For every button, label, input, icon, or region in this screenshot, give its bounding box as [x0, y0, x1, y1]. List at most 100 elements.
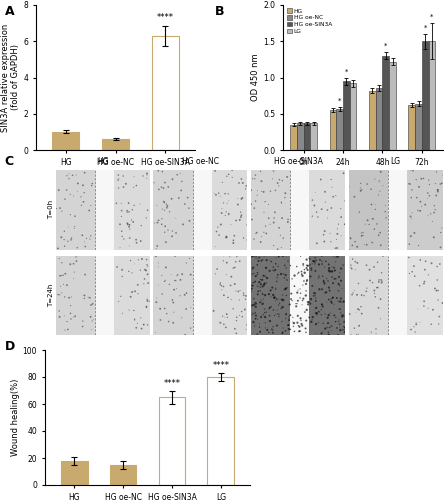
Point — [272, 266, 279, 274]
Point — [86, 235, 93, 243]
Point — [321, 238, 328, 246]
Text: T=0h: T=0h — [48, 200, 54, 220]
Point — [280, 324, 287, 332]
Point — [156, 304, 164, 312]
Point — [223, 234, 230, 241]
Point — [80, 181, 87, 189]
Point — [371, 290, 378, 298]
Point — [132, 236, 139, 244]
Point — [153, 294, 160, 302]
Bar — [337, 108, 343, 150]
Point — [327, 322, 334, 330]
Point — [252, 230, 259, 237]
Point — [417, 198, 424, 205]
Point — [378, 269, 385, 277]
Point — [168, 270, 175, 278]
Point — [412, 328, 419, 336]
Point — [253, 191, 261, 199]
Point — [123, 208, 131, 216]
Point — [323, 298, 330, 306]
Point — [144, 206, 151, 214]
Point — [271, 312, 278, 320]
Point — [329, 294, 336, 302]
Point — [299, 301, 306, 309]
Point — [61, 195, 68, 203]
Point — [118, 200, 125, 207]
Point — [172, 252, 179, 260]
Point — [318, 303, 325, 311]
Point — [318, 306, 325, 314]
Point — [332, 314, 339, 322]
Point — [371, 286, 378, 294]
Point — [332, 192, 339, 200]
Point — [241, 306, 249, 314]
Point — [144, 270, 151, 278]
Point — [254, 187, 261, 195]
Point — [435, 320, 443, 328]
Point — [252, 308, 259, 316]
Point — [278, 214, 286, 222]
Point — [296, 285, 304, 293]
Point — [166, 208, 173, 216]
Point — [117, 244, 124, 252]
Point — [318, 330, 325, 338]
Point — [294, 296, 301, 304]
Bar — [153, 256, 193, 335]
Point — [323, 288, 330, 296]
Point — [341, 318, 348, 326]
Point — [182, 305, 190, 313]
Point — [417, 256, 424, 264]
Point — [426, 192, 433, 200]
Point — [118, 212, 125, 220]
Point — [265, 290, 272, 298]
Point — [157, 316, 164, 324]
Point — [251, 298, 258, 306]
Point — [220, 320, 228, 328]
Point — [143, 266, 150, 274]
Point — [226, 252, 233, 260]
Bar — [52, 132, 80, 150]
Point — [161, 304, 169, 312]
Point — [360, 292, 367, 300]
Point — [372, 201, 380, 209]
Point — [165, 318, 172, 326]
Point — [263, 230, 270, 237]
Point — [439, 224, 446, 232]
Bar — [56, 256, 95, 335]
Point — [357, 187, 364, 195]
Point — [266, 305, 273, 313]
Point — [143, 214, 150, 222]
Point — [359, 232, 367, 239]
Point — [278, 296, 285, 304]
Point — [428, 260, 435, 268]
Point — [260, 272, 267, 280]
Point — [143, 170, 151, 177]
Point — [299, 272, 306, 280]
Point — [261, 305, 268, 313]
Point — [83, 234, 90, 242]
Text: ****: **** — [164, 379, 181, 388]
Point — [215, 189, 222, 197]
Point — [169, 175, 176, 183]
Point — [407, 180, 414, 188]
Point — [284, 257, 291, 265]
Point — [432, 206, 439, 214]
Point — [354, 259, 361, 267]
Point — [239, 194, 246, 202]
Point — [69, 172, 76, 179]
Point — [375, 230, 382, 238]
Point — [382, 208, 389, 216]
Point — [284, 322, 291, 330]
Point — [341, 326, 348, 334]
Point — [223, 172, 230, 180]
Point — [334, 252, 342, 260]
Point — [331, 253, 338, 261]
Point — [177, 170, 184, 177]
Point — [131, 306, 138, 314]
Point — [274, 270, 281, 278]
Point — [71, 224, 78, 232]
Point — [232, 325, 239, 333]
Text: ****: **** — [212, 361, 229, 370]
Bar — [350, 84, 356, 150]
Point — [340, 298, 347, 306]
